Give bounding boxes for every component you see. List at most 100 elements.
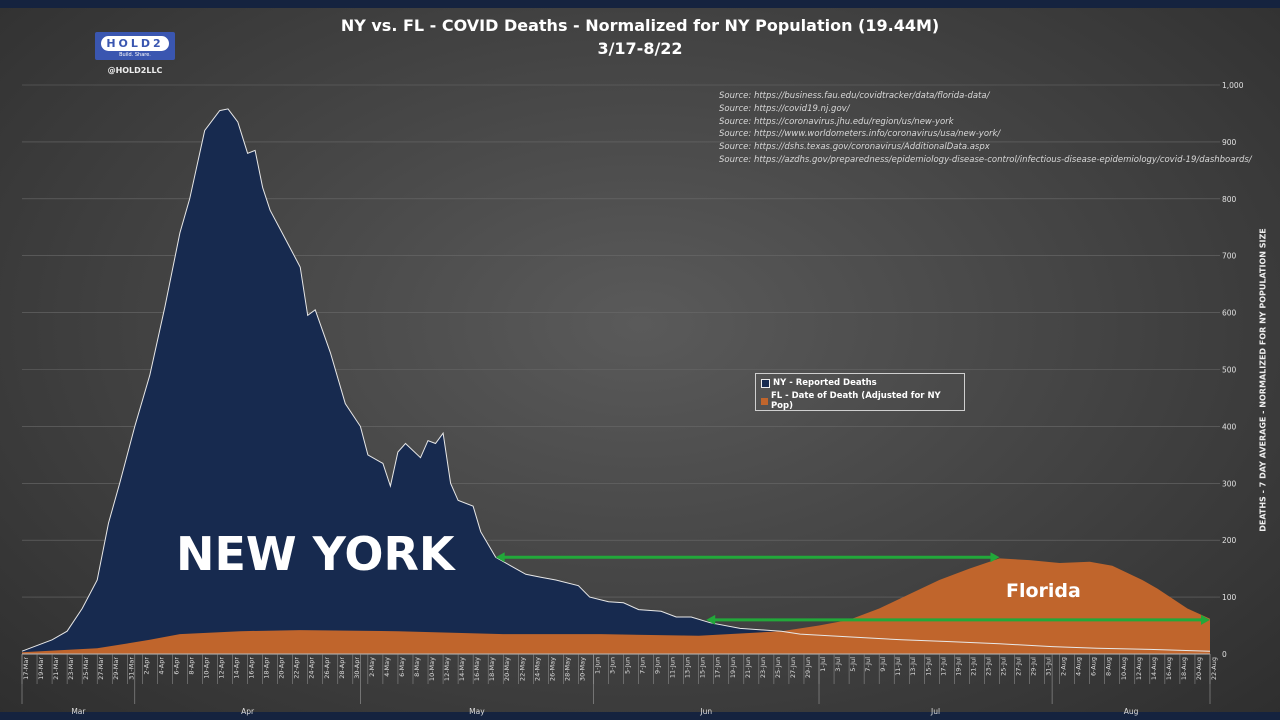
x-tick-label: 27-Jul — [1015, 657, 1023, 676]
x-tick-label: 3-Jul — [834, 657, 842, 672]
x-tick-label: 16-May — [473, 657, 481, 681]
x-tick-label: 12-May — [443, 657, 451, 681]
x-tick-label: 22-Aug — [1210, 657, 1218, 680]
x-tick-label: 2-Aug — [1060, 657, 1068, 676]
x-tick-label: 2-Apr — [142, 657, 150, 675]
arrow-head-right — [990, 552, 1000, 563]
legend-label: FL - Date of Death (Adjusted for NY Pop) — [770, 391, 941, 411]
source-line: Source: https://dshs.texas.gov/coronavir… — [719, 142, 990, 153]
x-tick-label: 31-Jul — [1045, 657, 1053, 676]
y-axis-label: DEATHS - 7 DAY AVERAGE - NORMALIZED FOR … — [1258, 228, 1268, 532]
fl-area — [22, 558, 1210, 654]
x-tick-label: 17-Mar — [22, 657, 30, 680]
y-tick-label: 0 — [1222, 650, 1227, 659]
handle: @HOLD2LLC — [107, 66, 163, 75]
x-tick-label: 26-May — [548, 657, 556, 681]
x-tick-label: 7-Jul — [864, 657, 872, 672]
x-tick-label: 1-Jul — [819, 657, 827, 672]
source-line: Source: https://www.worldometers.info/co… — [719, 129, 1001, 140]
x-tick-label: 19-Jul — [954, 657, 962, 676]
x-tick-label: 31-Mar — [127, 657, 135, 680]
x-tick-label: 4-Apr — [157, 657, 165, 675]
x-tick-label: 8-Apr — [187, 657, 195, 675]
legend-label: NY - Reported Deaths — [773, 378, 877, 388]
x-tick-label: 25-Jun — [774, 657, 782, 678]
x-tick-label: 27-Mar — [97, 657, 105, 680]
x-tick-label: 14-May — [458, 657, 466, 681]
logo-subtext: Build. Share. — [119, 52, 151, 58]
x-tick-label: 19-Mar — [37, 657, 45, 680]
x-tick-label: 4-May — [383, 657, 391, 677]
source-line: Source: https://covid19.nj.gov/ — [719, 103, 850, 114]
x-tick-label: 20-Apr — [278, 657, 286, 679]
x-tick-label: 21-Mar — [52, 657, 60, 680]
x-tick-label: 6-May — [398, 657, 406, 677]
source-line: Source: https://coronavirus.jhu.edu/regi… — [719, 116, 954, 127]
x-tick-label: 9-Jul — [879, 657, 887, 672]
ny-swatch — [761, 378, 770, 388]
x-tick-label: 29-Mar — [112, 657, 120, 680]
x-tick-label: 23-Mar — [67, 657, 75, 680]
fl-swatch — [761, 397, 768, 405]
x-tick-label: 16-Apr — [248, 657, 256, 679]
x-tick-label: 12-Apr — [217, 657, 225, 679]
x-tick-label: 29-Jul — [1030, 657, 1038, 676]
legend-item-fl: FL - Date of Death (Adjusted for NY Pop) — [756, 391, 964, 411]
month-label: Aug — [1124, 707, 1139, 716]
x-tick-label: 1-Jun — [593, 657, 601, 674]
y-tick-label: 1,000 — [1222, 81, 1244, 90]
x-tick-label: 8-May — [413, 657, 421, 677]
month-label: May — [469, 707, 485, 716]
x-tick-label: 8-Aug — [1105, 657, 1113, 676]
x-tick-label: 6-Apr — [172, 657, 180, 675]
y-tick-label: 900 — [1222, 138, 1237, 147]
x-tick-label: 18-Apr — [263, 657, 271, 679]
x-tick-label: 28-Apr — [338, 657, 346, 679]
x-tick-label: 17-Jun — [714, 657, 722, 678]
x-tick-label: 18-Aug — [1180, 657, 1188, 680]
x-tick-label: 3-Jun — [608, 657, 616, 674]
x-tick-label: 25-Jul — [999, 657, 1007, 676]
month-label: Jun — [699, 707, 712, 716]
x-tick-label: 9-Jun — [654, 657, 662, 674]
x-tick-label: 10-Aug — [1120, 657, 1128, 680]
month-label: Jul — [930, 707, 940, 716]
x-tick-label: 27-Jun — [789, 657, 797, 678]
x-tick-label: 17-Jul — [939, 657, 947, 676]
chart-subtitle: 3/17-8/22 — [597, 39, 683, 58]
x-tick-label: 26-Apr — [323, 657, 331, 679]
arrow-head-right — [1201, 614, 1210, 625]
x-tick-label: 5-Jun — [624, 657, 632, 674]
x-tick-label: 15-Jul — [924, 657, 932, 676]
logo-text: HOLD2 — [101, 36, 169, 51]
y-tick-label: 500 — [1222, 366, 1237, 375]
x-tick-label: 21-Jun — [744, 657, 752, 678]
y-tick-label: 700 — [1222, 252, 1237, 261]
x-tick-label: 11-Jul — [894, 657, 902, 676]
x-tick-label: 24-May — [533, 657, 541, 681]
legend-item-ny: NY - Reported Deaths — [756, 374, 964, 392]
sources-list: Source: https://business.fau.edu/covidtr… — [719, 90, 1252, 167]
new-york-annotation: NEW YORK — [176, 527, 457, 581]
x-tick-label: 14-Apr — [233, 657, 241, 679]
x-tick-label: 13-Jul — [909, 657, 917, 676]
x-tick-label: 5-Jul — [849, 657, 857, 672]
ny-line — [21, 108, 1211, 652]
x-tick-label: 24-Apr — [308, 657, 316, 679]
y-tick-label: 600 — [1222, 309, 1237, 318]
x-tick-label: 12-Aug — [1135, 657, 1143, 680]
y-tick-label: 800 — [1222, 195, 1237, 204]
x-tick-label: 25-Mar — [82, 657, 90, 680]
month-label: Apr — [241, 707, 255, 716]
chart-title: NY vs. FL - COVID Deaths - Normalized fo… — [340, 16, 940, 35]
x-tick-label: 21-Jul — [969, 657, 977, 676]
x-tick-label: 7-Jun — [639, 657, 647, 674]
x-tick-label: 23-Jun — [759, 657, 767, 678]
ny-area — [22, 108, 1210, 654]
x-tick-label: 11-Jun — [669, 657, 677, 678]
y-tick-label: 300 — [1222, 479, 1237, 488]
arrow-head-left — [495, 552, 505, 563]
x-tick-label: 2-May — [368, 657, 376, 677]
month-label: Mar — [71, 707, 86, 716]
